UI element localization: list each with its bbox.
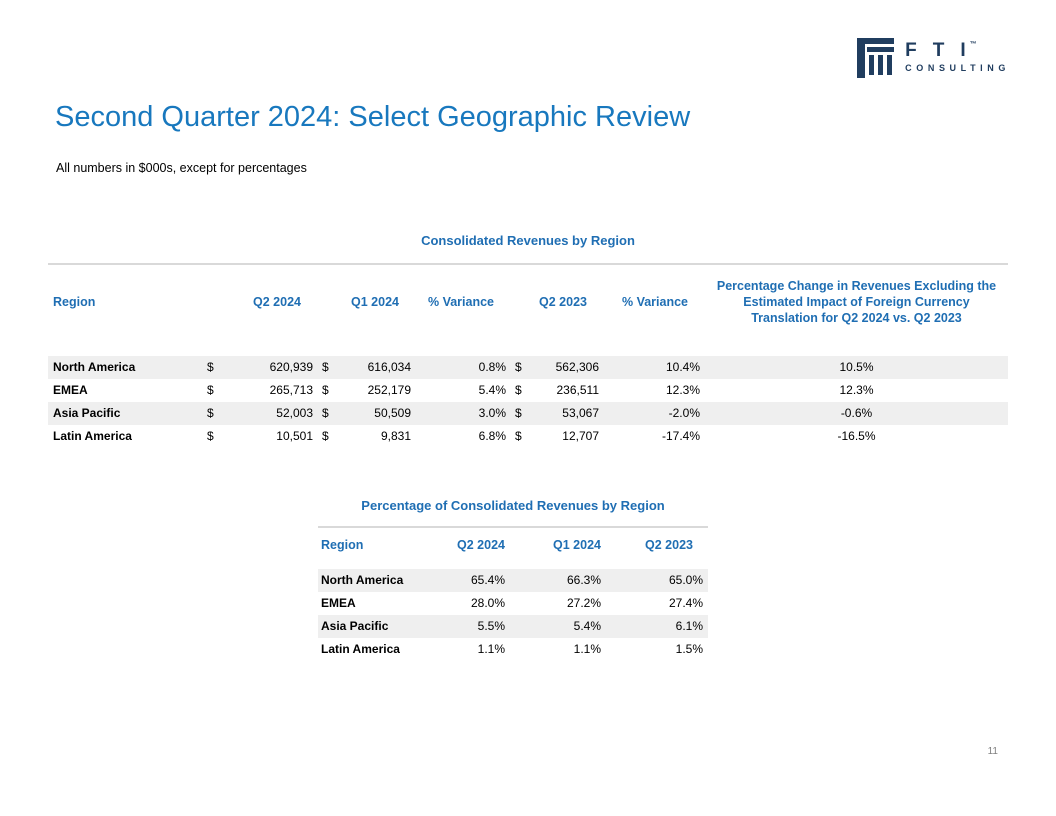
q1-2024-value: 50,509 [374, 406, 411, 420]
fx-change-value: 12.3% [839, 383, 874, 397]
region-name: Latin America [53, 429, 132, 443]
currency-symbol: $ [322, 429, 329, 443]
region-name: EMEA [53, 383, 88, 397]
table-row: Latin America 1.1% 1.1% 1.5% [318, 638, 708, 661]
logo-brand: FTI™ [905, 40, 1010, 62]
fti-pillar-icon [857, 38, 895, 78]
table2-title: Percentage of Consolidated Revenues by R… [361, 498, 665, 513]
table-row: Latin America $ 10,501 $ 9,831 6.8% $ 12… [48, 425, 1008, 448]
fx-change-value: -0.6% [840, 406, 873, 420]
variance-yoy-value: 12.3% [665, 383, 700, 397]
fx-change-value: -16.5% [837, 429, 876, 443]
region-name: Asia Pacific [53, 406, 121, 420]
table1-body: North America $ 620,939 $ 616,034 0.8% $… [48, 356, 1008, 448]
variance-q2-q1-value: 5.4% [478, 383, 506, 397]
currency-symbol: $ [515, 383, 522, 397]
variance-yoy-value: 10.4% [665, 360, 700, 374]
q2-2023-value: 562,306 [555, 360, 599, 374]
q2-2023-share: 27.4% [668, 596, 703, 610]
currency-symbol: $ [207, 383, 214, 397]
table2-body: North America 65.4% 66.3% 65.0% EMEA 28.… [318, 569, 708, 661]
region-name: EMEA [321, 596, 356, 610]
currency-symbol: $ [322, 383, 329, 397]
table1-header-region: Region [53, 294, 96, 309]
q2-2024-value: 620,939 [269, 360, 313, 374]
logo-brand-letters: FTI [905, 40, 982, 61]
q2-2023-value: 53,067 [562, 406, 599, 420]
q1-2024-value: 616,034 [367, 360, 411, 374]
q2-2024-share: 5.5% [477, 619, 505, 633]
region-name: Asia Pacific [321, 619, 389, 633]
table-row: North America 65.4% 66.3% 65.0% [318, 569, 708, 592]
currency-symbol: $ [322, 360, 329, 374]
q2-2024-value: 10,501 [276, 429, 313, 443]
currency-symbol: $ [207, 429, 214, 443]
q2-2023-value: 12,707 [562, 429, 599, 443]
table1-divider [48, 263, 1008, 265]
currency-symbol: $ [207, 406, 214, 420]
table-row: Asia Pacific $ 52,003 $ 50,509 3.0% $ 53… [48, 402, 1008, 425]
variance-yoy-value: -2.0% [668, 406, 700, 420]
currency-symbol: $ [515, 406, 522, 420]
currency-symbol: $ [207, 360, 214, 374]
logo-subtext: CONSULTING [905, 63, 1010, 73]
q1-2024-share: 66.3% [566, 573, 601, 587]
trademark-symbol: ™ [969, 41, 977, 48]
table1-header-q1-2024: Q1 2024 [351, 294, 399, 309]
table2-header-row: Region Q2 2024 Q1 2024 Q2 2023 [318, 538, 708, 553]
region-name: North America [321, 573, 404, 587]
table2-header-q2-2023: Q2 2023 [645, 538, 693, 552]
q1-2024-share: 27.2% [566, 596, 601, 610]
q2-2023-share: 1.5% [675, 642, 703, 656]
q2-2023-value: 236,511 [556, 383, 600, 397]
fti-consulting-logo: FTI™ CONSULTING [857, 38, 1010, 78]
currency-symbol: $ [322, 406, 329, 420]
q1-2024-value: 9,831 [380, 429, 411, 443]
table-row: Asia Pacific 5.5% 5.4% 6.1% [318, 615, 708, 638]
q2-2024-share: 65.4% [470, 573, 505, 587]
q1-2024-share: 1.1% [573, 642, 601, 656]
page-title: Second Quarter 2024: Select Geographic R… [55, 101, 691, 133]
variance-q2-q1-value: 0.8% [478, 360, 506, 374]
q2-2024-share: 28.0% [470, 596, 505, 610]
table-row: North America $ 620,939 $ 616,034 0.8% $… [48, 356, 1008, 379]
logo-text: FTI™ CONSULTING [905, 38, 1010, 74]
table-row: EMEA 28.0% 27.2% 27.4% [318, 592, 708, 615]
table1-header-variance-q2-q1: % Variance [427, 294, 494, 309]
q1-2024-value: 252,179 [367, 383, 411, 397]
currency-symbol: $ [515, 429, 522, 443]
variance-q2-q1-value: 3.0% [478, 406, 506, 420]
table-row: EMEA $ 265,713 $ 252,179 5.4% $ 236,511 … [48, 379, 1008, 402]
region-name: North America [53, 360, 136, 374]
page-number: 11 [987, 746, 998, 757]
table1-header-row: Region Q2 2024 Q1 2024 % Variance Q2 202… [48, 278, 1008, 326]
fx-change-value: 10.5% [839, 360, 874, 374]
table1-header-q2-2023: Q2 2023 [539, 294, 587, 309]
table2-header-region: Region [321, 538, 364, 552]
q2-2023-share: 65.0% [668, 573, 703, 587]
table1-header-variance-yoy: % Variance [621, 294, 688, 309]
table1-header-q2-2024: Q2 2024 [253, 294, 301, 309]
variance-q2-q1-value: 6.8% [478, 429, 506, 443]
table1-header-fx-change: Percentage Change in Revenues Excluding … [716, 279, 997, 325]
table2-divider [318, 526, 708, 528]
table2-header-q1-2024: Q1 2024 [553, 538, 601, 552]
region-name: Latin America [321, 642, 400, 656]
table2-header-q2-2024: Q2 2024 [457, 538, 505, 552]
q2-2023-share: 6.1% [675, 619, 703, 633]
q2-2024-value: 265,713 [269, 383, 313, 397]
q2-2024-share: 1.1% [477, 642, 505, 656]
currency-symbol: $ [515, 360, 522, 374]
page-subtitle: All numbers in $000s, except for percent… [56, 161, 307, 175]
table1-title: Consolidated Revenues by Region [421, 233, 635, 248]
variance-yoy-value: -17.4% [661, 429, 700, 443]
q1-2024-share: 5.4% [573, 619, 601, 633]
q2-2024-value: 52,003 [276, 406, 313, 420]
